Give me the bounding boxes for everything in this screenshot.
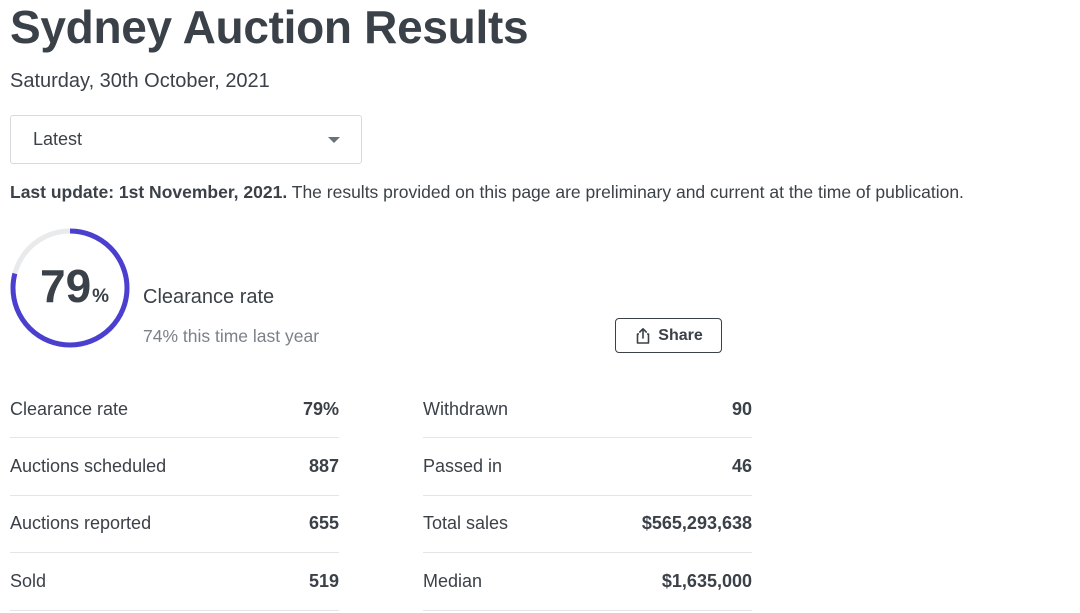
dropdown-selected-value: Latest [33, 129, 83, 149]
results-date: Saturday, 30th October, 2021 [10, 70, 270, 92]
gauge-percent-sign: % [92, 286, 110, 307]
results-period-dropdown[interactable]: Latest [10, 115, 362, 164]
last-update-text: The results provided on this page are pr… [287, 182, 964, 202]
clearance-rate-gauge: 79% [10, 228, 130, 348]
stat-label: Median [423, 570, 483, 591]
last-year-comparison: 74% this time last year [143, 326, 320, 346]
stat-row-clearance-rate: Clearance rate 79% [10, 381, 339, 439]
stat-value: 519 [308, 570, 339, 591]
stat-label: Passed in [423, 456, 503, 477]
stat-label: Auctions scheduled [10, 456, 167, 477]
stat-value: 90 [731, 398, 752, 419]
stat-label: Sold [10, 570, 47, 591]
stats-table-right: Withdrawn 90 Passed in 46 Total sales $5… [423, 381, 752, 611]
stat-value: 655 [308, 513, 339, 534]
stat-value: $565,293,638 [641, 513, 752, 534]
last-update-label: Last update: 1st November, 2021. [10, 182, 288, 202]
stat-label: Clearance rate [10, 398, 129, 419]
share-button[interactable]: Share [615, 318, 722, 353]
stat-row-sold: Sold 519 [10, 553, 339, 611]
stat-row-passed-in: Passed in 46 [423, 438, 752, 496]
stats-table-left: Clearance rate 79% Auctions scheduled 88… [10, 381, 339, 611]
stat-row-auctions-scheduled: Auctions scheduled 887 [10, 438, 339, 496]
stat-label: Withdrawn [423, 398, 509, 419]
stat-value: 79% [302, 398, 339, 419]
share-icon [636, 327, 650, 344]
stat-row-auctions-reported: Auctions reported 655 [10, 496, 339, 554]
stat-row-total-sales: Total sales $565,293,638 [423, 496, 752, 554]
page-title: Sydney Auction Results [10, 1, 529, 53]
gauge-number: 79 [40, 260, 92, 312]
stat-label: Auctions reported [10, 513, 152, 534]
gauge-ring [10, 228, 130, 348]
stat-value: 887 [308, 456, 339, 477]
stat-value: $1,635,000 [661, 570, 752, 591]
stat-label: Total sales [423, 513, 509, 534]
stat-row-withdrawn: Withdrawn 90 [423, 381, 752, 439]
gauge-label: Clearance rate [143, 286, 275, 308]
stat-row-median: Median $1,635,000 [423, 553, 752, 611]
stat-value: 46 [731, 456, 752, 477]
share-label: Share [658, 326, 703, 344]
gauge-value: 79% [40, 260, 109, 323]
gauge-progress-arc [10, 228, 130, 348]
last-update-notice: Last update: 1st November, 2021. The res… [10, 180, 964, 204]
chevron-down-icon [328, 137, 340, 143]
